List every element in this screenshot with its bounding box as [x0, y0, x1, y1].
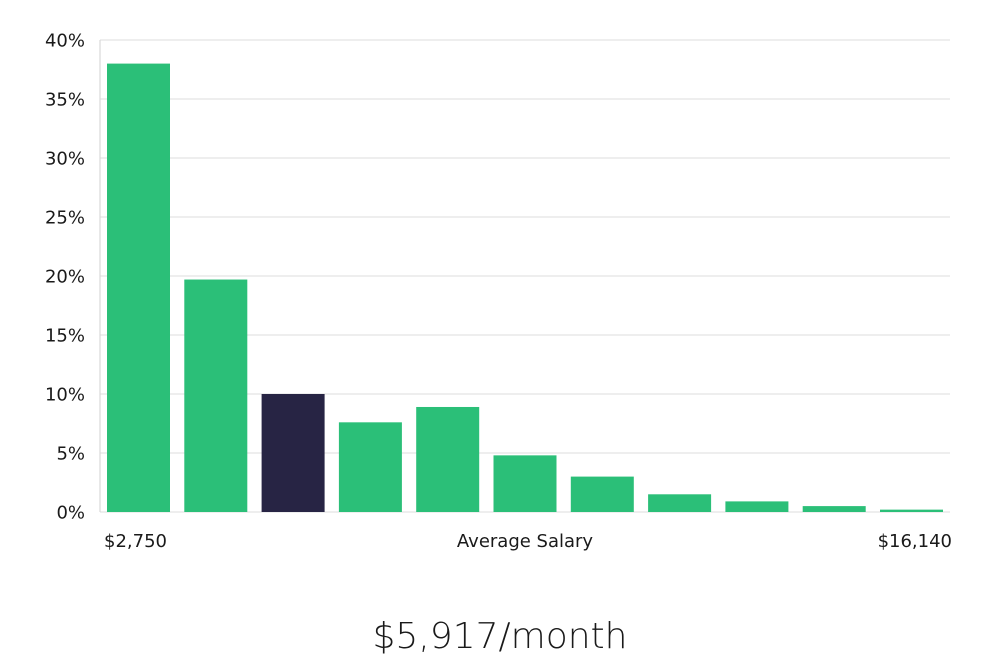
x-axis-min-label: $2,750	[104, 531, 167, 552]
salary-bar	[338, 422, 402, 512]
salary-bar-highlighted	[261, 394, 325, 512]
salary-bar	[880, 509, 943, 512]
salary-bar	[107, 63, 170, 512]
y-axis-ticks: 0% 5% 10% 15% 20% 25% 30% 35% 40%	[45, 31, 85, 524]
salary-bar	[802, 506, 866, 512]
y-tick-label: 5%	[56, 444, 85, 465]
y-tick-label: 35%	[45, 90, 85, 111]
salary-bar	[184, 279, 248, 512]
y-tick-label: 25%	[45, 208, 85, 229]
y-tick-label: 0%	[56, 503, 85, 524]
x-axis-max-label: $16,140	[878, 531, 952, 552]
salary-bar	[725, 501, 789, 512]
salary-bar	[493, 455, 557, 512]
x-axis-title: Average Salary	[457, 531, 594, 552]
y-tick-label: 40%	[45, 31, 85, 52]
y-tick-label: 30%	[45, 149, 85, 170]
salary-bar	[570, 476, 634, 512]
salary-bar	[416, 406, 480, 512]
y-tick-label: 15%	[45, 326, 85, 347]
y-tick-label: 10%	[45, 385, 85, 406]
chart-bars	[107, 63, 943, 512]
salary-bar	[648, 494, 712, 512]
y-tick-label: 20%	[45, 267, 85, 288]
monthly-salary-summary: $5,917/month	[373, 616, 628, 657]
